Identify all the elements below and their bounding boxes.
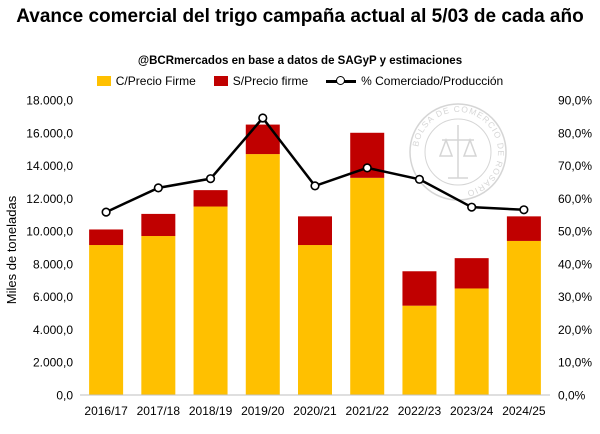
legend-swatch-s-precio-firme xyxy=(213,76,228,86)
y2-tick-label: 80,0% xyxy=(558,126,592,140)
bar-c-precio-firme xyxy=(402,305,437,395)
legend-item-c-precio-firme: C/Precio Firme xyxy=(96,74,196,88)
bar-s-precio-firme xyxy=(193,190,228,207)
x-tick-label: 2022/23 xyxy=(398,404,442,418)
bar-c-precio-firme xyxy=(89,245,124,395)
legend-swatch-c-precio-firme xyxy=(96,76,111,86)
bar-c-precio-firme xyxy=(350,177,385,395)
legend-label-comerciado: % Comerciado/Producción xyxy=(361,74,504,88)
y2-tick-label: 70,0% xyxy=(558,159,592,173)
y-tick-label: 2.000,0 xyxy=(33,356,73,370)
bar-c-precio-firme xyxy=(245,154,280,395)
bar-c-precio-firme xyxy=(141,236,176,395)
x-tick-label: 2024/25 xyxy=(502,404,546,418)
legend-label-c-precio-firme: C/Precio Firme xyxy=(115,74,196,88)
x-tick-label: 2019/20 xyxy=(241,404,285,418)
y2-tick-label: 40,0% xyxy=(558,257,592,271)
y2-tick-label: 10,0% xyxy=(558,356,592,370)
watermark-seal: BOLSA DE COMERCIO DE ROSARIO xyxy=(409,103,507,201)
y2-tick-label: 30,0% xyxy=(558,290,592,304)
chart-legend: C/Precio Firme S/Precio firme % Comercia… xyxy=(0,74,600,88)
x-tick-label: 2023/24 xyxy=(450,404,494,418)
y2-tick-label: 90,0% xyxy=(558,94,592,108)
legend-item-comerciado: % Comerciado/Producción xyxy=(326,74,503,88)
bar-s-precio-firme xyxy=(454,258,489,289)
x-tick-label: 2020/21 xyxy=(293,404,337,418)
bar-c-precio-firme xyxy=(298,245,332,395)
y-tick-label: 6.000,0 xyxy=(33,290,73,304)
bar-c-precio-firme xyxy=(506,240,541,395)
x-tick-label: 2021/22 xyxy=(346,404,390,418)
y2-tick-label: 50,0% xyxy=(558,225,592,239)
legend-line-marker-icon xyxy=(326,76,357,86)
line-point xyxy=(101,207,111,217)
line-point xyxy=(205,174,216,184)
bar-c-precio-firme xyxy=(454,288,489,395)
y-tick-label: 16.000,0 xyxy=(26,126,73,140)
y-tick-label: 14.000,0 xyxy=(26,159,73,173)
line-point xyxy=(414,174,425,184)
line-point xyxy=(362,163,372,173)
y-tick-label: 8.000,0 xyxy=(33,257,73,271)
x-tick-label: 2018/19 xyxy=(189,404,233,418)
y-axis-label: Miles de toneladas xyxy=(4,195,19,304)
x-tick-label: 2016/17 xyxy=(84,404,128,418)
bar-s-precio-firme xyxy=(141,213,176,237)
bar-s-precio-firme xyxy=(402,271,437,306)
line-point xyxy=(467,202,477,212)
x-tick-label: 2017/18 xyxy=(137,404,181,418)
y2-tick-label: 0,0% xyxy=(558,389,586,403)
y2-tick-label: 60,0% xyxy=(558,192,592,206)
bar-s-precio-firme xyxy=(89,229,124,246)
chart-subtitle: @BCRmercados en base a datos de SAGyP y … xyxy=(137,55,463,67)
y-tick-label: 12.000,0 xyxy=(26,192,73,206)
bar-s-precio-firme xyxy=(298,216,332,246)
line-point xyxy=(153,183,163,193)
y-tick-label: 0,0 xyxy=(56,389,73,403)
line-comerciado-produccion xyxy=(105,116,524,214)
legend-item-s-precio-firme: S/Precio firme xyxy=(213,74,309,88)
y-tick-label: 4.000,0 xyxy=(33,323,73,337)
bar-c-precio-firme xyxy=(193,206,228,395)
line-point xyxy=(258,113,268,123)
chart-title: Avance comercial del trigo campaña actua… xyxy=(16,6,584,27)
y2-tick-label: 20,0% xyxy=(558,323,592,337)
bar-s-precio-firme xyxy=(506,216,541,241)
legend-label-s-precio-firme: S/Precio firme xyxy=(232,74,309,88)
y-tick-label: 10.000,0 xyxy=(26,225,73,239)
line-point xyxy=(310,181,320,191)
bar-s-precio-firme xyxy=(245,124,280,155)
y-tick-label: 18.000,0 xyxy=(26,94,73,108)
line-point xyxy=(519,205,529,215)
